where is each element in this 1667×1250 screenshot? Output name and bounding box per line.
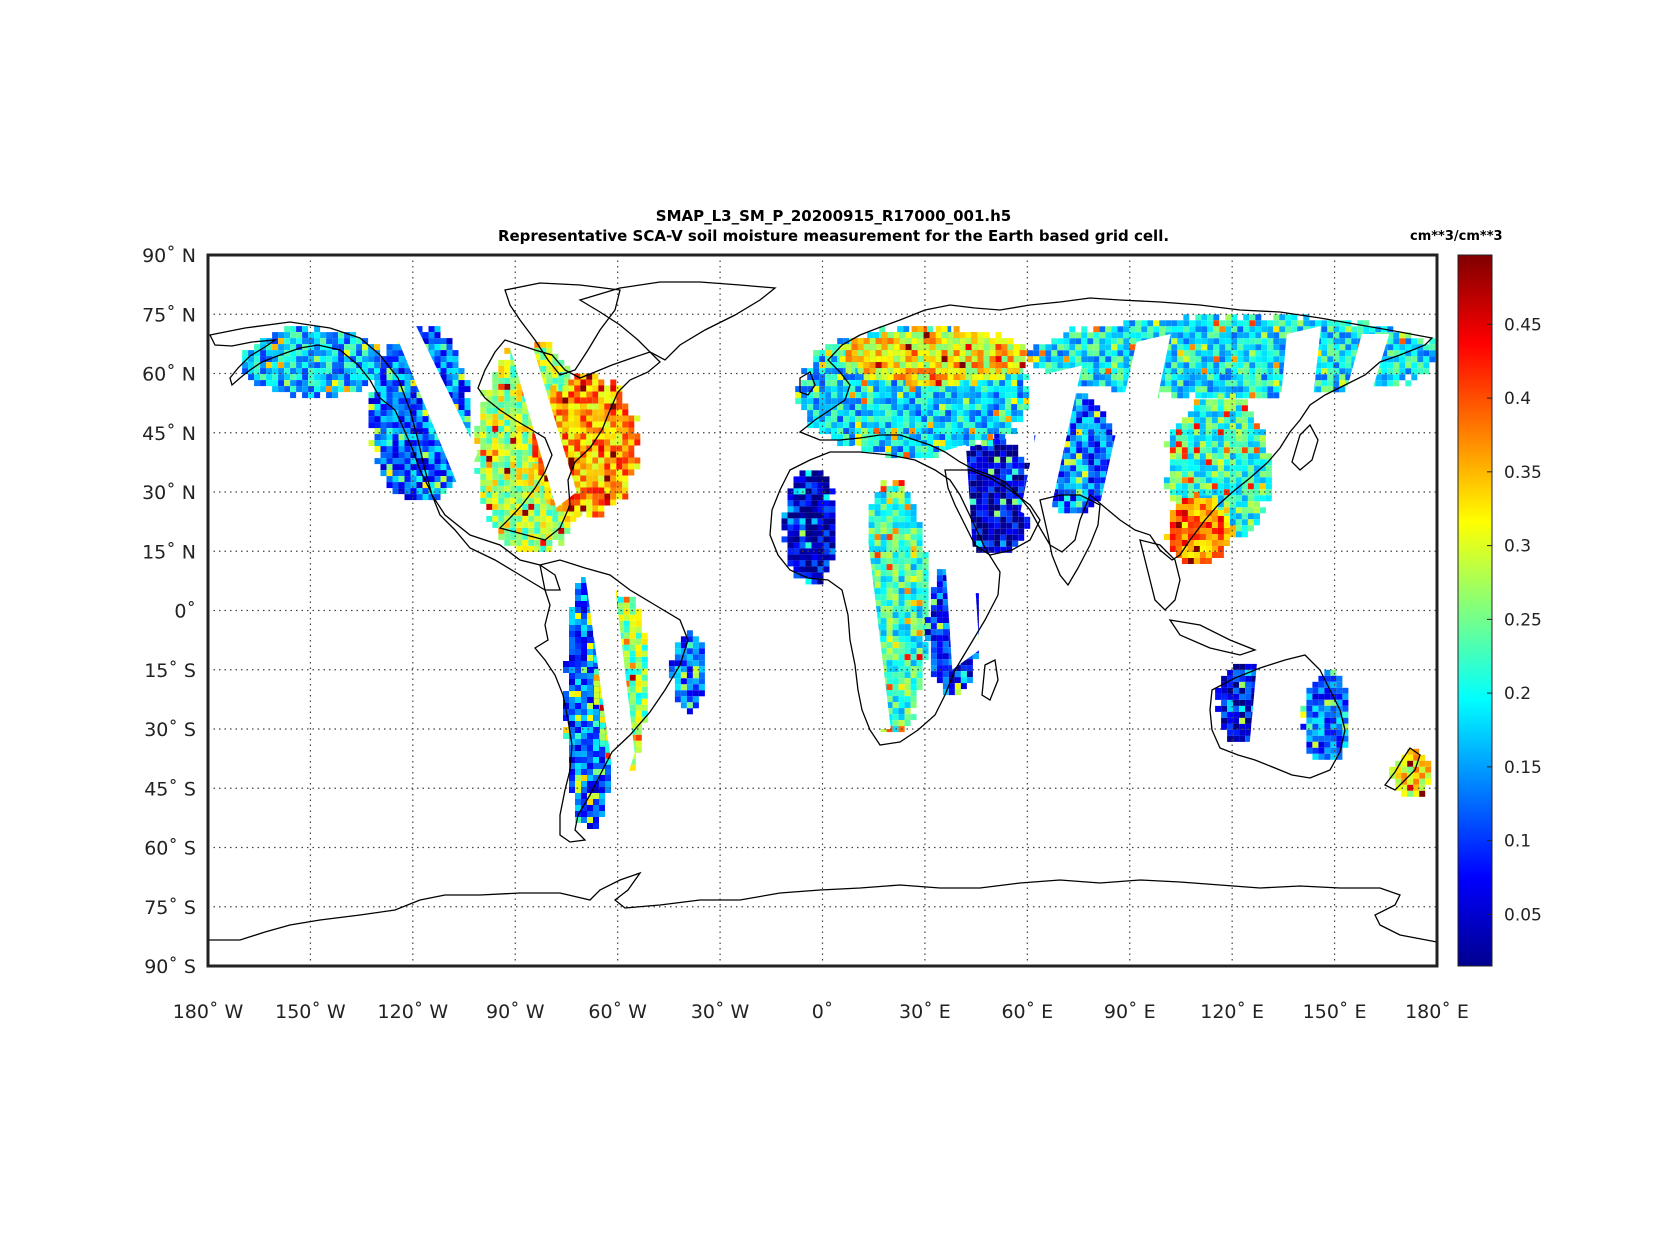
latitude-label: 75˚ N (142, 304, 196, 326)
map-title: SMAP_L3_SM_P_20200915_R17000_001.h5 (655, 207, 1012, 225)
longitude-label: 180˚ W (173, 1001, 244, 1023)
colorbar-tick-label: 0.15 (1504, 758, 1542, 778)
colorbar-tick-label: 0.4 (1504, 389, 1531, 409)
longitude-label: 90˚ W (486, 1001, 545, 1023)
orbit-gap (1020, 365, 1082, 524)
latitude-label: 0˚ (174, 601, 196, 623)
longitude-label: 120˚ E (1200, 1001, 1264, 1023)
colorbar-units: cm**3/cm**3 (1410, 229, 1503, 244)
orbit-gap (392, 326, 478, 492)
longitude-label: 60˚ W (588, 1001, 647, 1023)
latitude-label: 60˚ N (142, 364, 196, 386)
longitude-label: 60˚ E (1001, 1001, 1053, 1023)
map-frame (206, 253, 1439, 968)
orbit-gap (938, 444, 980, 670)
swath-region (1163, 492, 1230, 564)
colorbar-tick-label: 0.3 (1504, 537, 1531, 557)
colorbar-tick-label: 0.35 (1504, 463, 1542, 483)
longitude-label: 120˚ W (378, 1001, 449, 1023)
coastlines (208, 281, 1437, 943)
latitude-label: 45˚ N (142, 423, 196, 445)
swath-region (839, 326, 1032, 387)
colorbar-tick-label: 0.45 (1504, 315, 1542, 335)
longitude-label: 150˚ W (275, 1001, 346, 1023)
latitude-label: 15˚ N (142, 541, 196, 563)
orbit-gap (508, 334, 577, 508)
longitude-label: 90˚ E (1104, 1001, 1156, 1023)
orbit-gaps (392, 326, 1390, 808)
swath-region (242, 326, 381, 399)
orbit-gap (1320, 334, 1390, 492)
graticule (208, 255, 1437, 966)
colorbar-tick-label: 0.05 (1504, 905, 1542, 925)
swath-region (1300, 669, 1349, 760)
latitude-tick-labels: 90˚ N 75˚ N 60˚ N 45˚ N 30˚ N 15˚ N 0˚ 15˚ S 30˚… (142, 245, 196, 978)
latitude-label: 90˚ N (142, 245, 196, 267)
longitude-label: 30˚ W (691, 1001, 750, 1023)
latitude-label: 60˚ S (144, 838, 196, 860)
longitude-label: 0˚ (812, 1001, 834, 1023)
latitude-label: 30˚ S (144, 719, 196, 741)
longitude-tick-labels: 180˚ W 150˚ W 120˚ W 90˚ W 60˚ W 30˚ W 0˚ 30˚ E… (173, 1001, 1469, 1023)
longitude-label: 180˚ E (1405, 1001, 1469, 1023)
longitude-label: 30˚ E (899, 1001, 951, 1023)
colorbar-ticks: 0.05 0.1 0.15 0.2 0.25 0.3 0.35 0.4 0.45 (1487, 315, 1542, 925)
map-subtitle: Representative SCA-V soil moisture measu… (497, 227, 1170, 245)
orbit-gap (832, 444, 891, 729)
colorbar (1457, 254, 1493, 967)
latitude-label: 90˚ S (144, 956, 196, 978)
colorbar-tick-label: 0.25 (1504, 610, 1542, 630)
orbit-gap (583, 551, 635, 808)
latitude-label: 15˚ S (144, 660, 196, 682)
latitude-label: 45˚ S (144, 778, 196, 800)
latitude-label: 30˚ N (142, 482, 196, 504)
colorbar-tick-label: 0.1 (1504, 832, 1531, 852)
orbit-gap (1249, 326, 1321, 769)
latitude-label: 75˚ S (144, 897, 196, 919)
longitude-label: 150˚ E (1303, 1001, 1367, 1023)
colorbar-tick-label: 0.2 (1504, 684, 1531, 704)
